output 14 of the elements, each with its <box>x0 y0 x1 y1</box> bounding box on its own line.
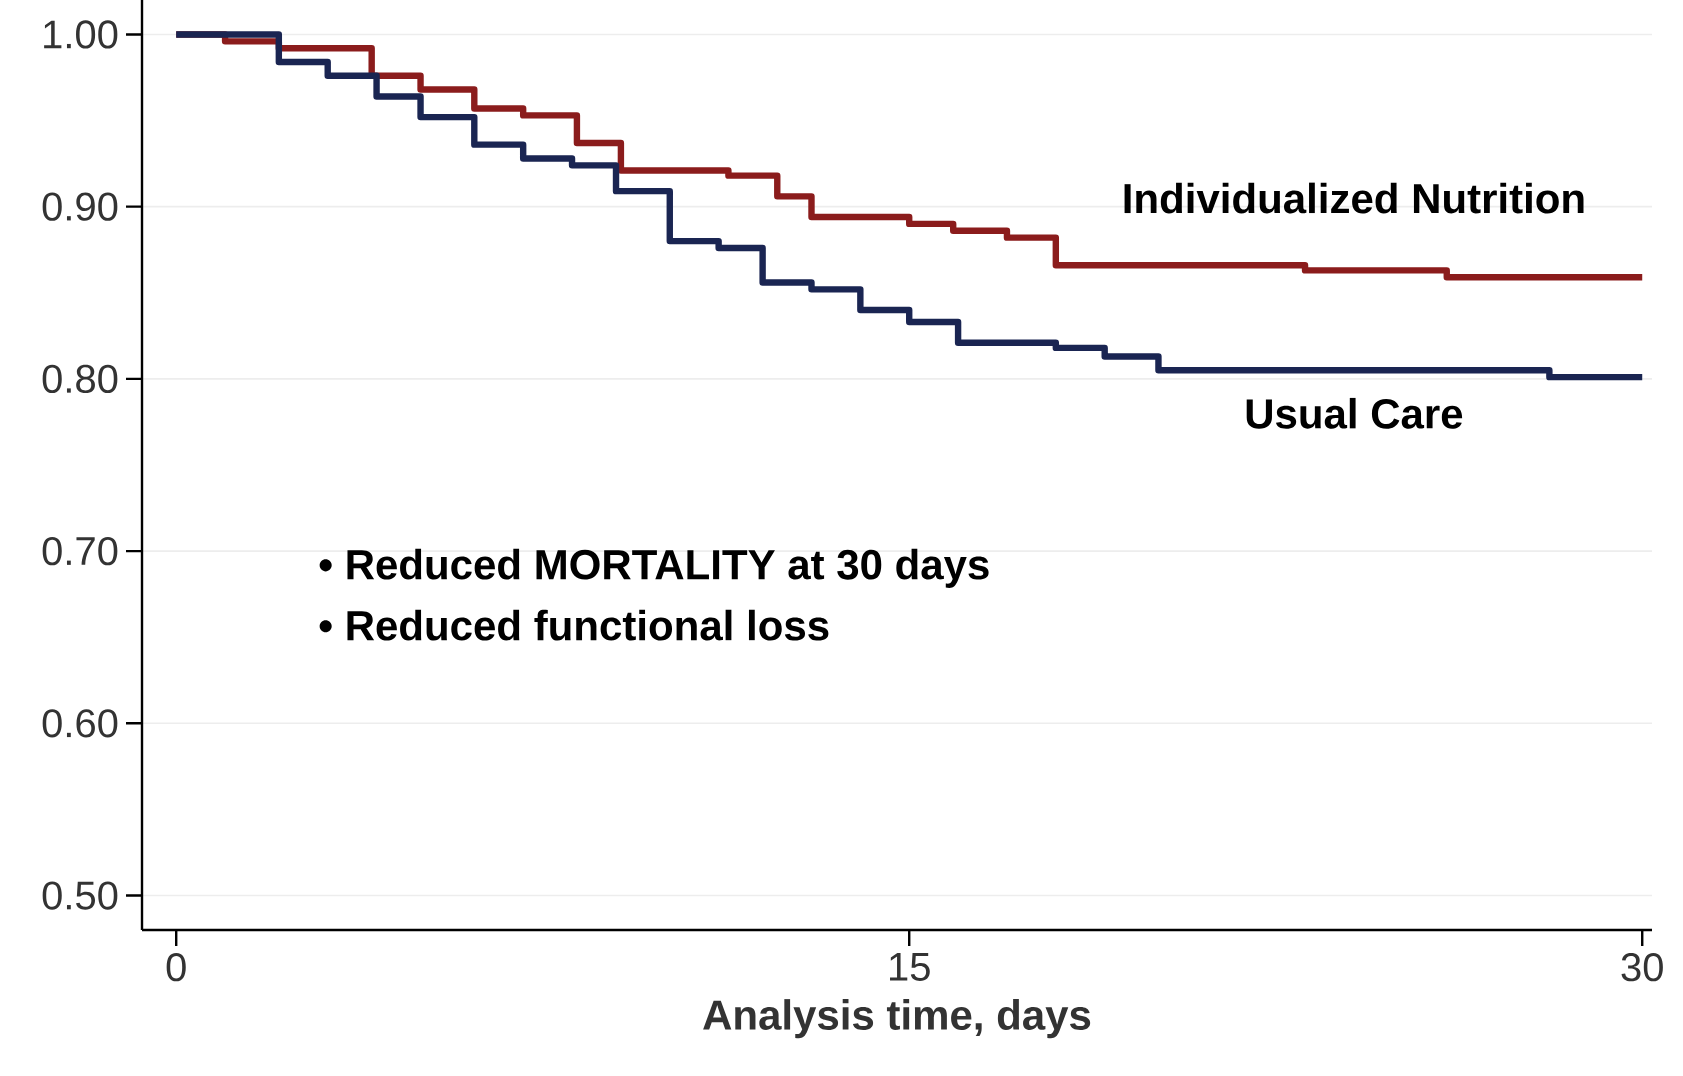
x-tick-label: 15 <box>890 953 930 981</box>
y-tick-label: 1.00 <box>44 20 118 49</box>
annotation: • Reduced MORTALITY at 30 days <box>319 548 989 588</box>
annotation: • Reduced functional loss <box>319 609 829 641</box>
x-axis-title: Analysis time, days <box>703 999 1091 1039</box>
y-tick-label: 0.70 <box>42 536 118 566</box>
x-tick-label: 30 <box>1621 953 1663 982</box>
series-label: Usual Care <box>1246 397 1463 429</box>
y-tick-label: 0.90 <box>42 192 118 221</box>
series-label: Individualized Nutrition <box>1124 182 1584 214</box>
y-tick-label: 0.80 <box>42 364 118 394</box>
y-tick-label: 0.60 <box>42 709 118 738</box>
y-tick-label: 0.50 <box>42 881 118 910</box>
x-tick-label: 0 <box>166 953 186 982</box>
